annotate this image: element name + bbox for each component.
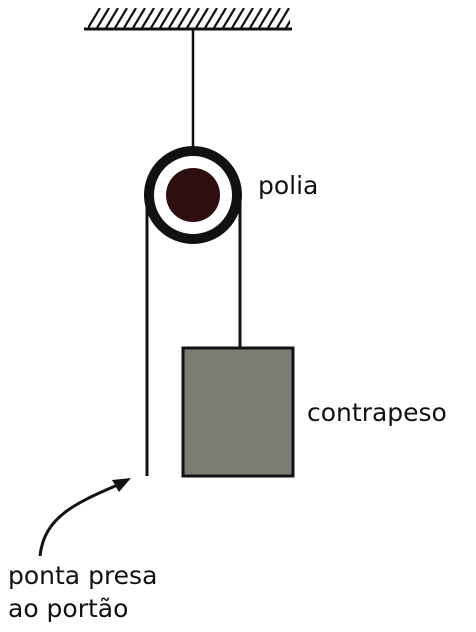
ceiling-hatching xyxy=(88,8,290,28)
arrow-curve xyxy=(38,482,121,557)
rope-end-arrow xyxy=(38,478,131,557)
pulley-outer-ring xyxy=(144,146,242,244)
counterweight-block xyxy=(181,346,295,478)
counterweight-label: contrapeso xyxy=(307,398,447,427)
rope-end-label-line2: ao portão xyxy=(8,594,128,623)
pulley-label: polia xyxy=(258,171,318,200)
rope-end-label-line1: ponta presa xyxy=(8,561,157,590)
ceiling-support xyxy=(84,8,292,31)
pulley-hub xyxy=(166,168,220,222)
pulley xyxy=(144,146,242,244)
arrow-head xyxy=(112,478,131,492)
